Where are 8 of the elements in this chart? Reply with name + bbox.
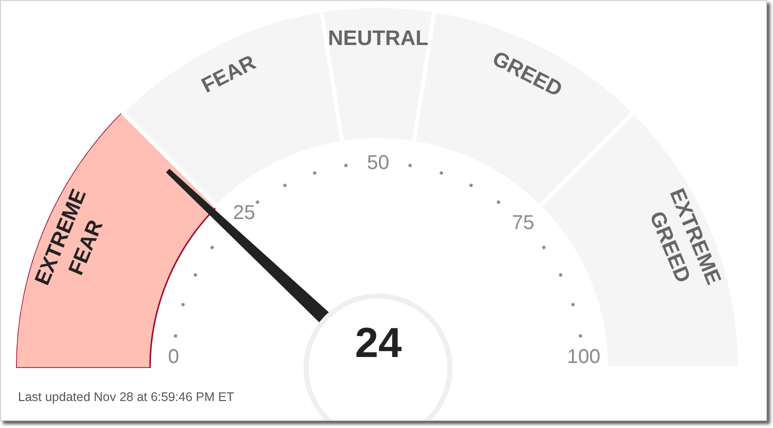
text: 25 (233, 202, 256, 224)
slice-label: NEUTRAL (328, 27, 428, 50)
text: 0 (168, 346, 180, 368)
text: 50 (367, 152, 390, 174)
text: Last updated Nov 28 at 6:59:46 PM ET (18, 390, 234, 404)
text: 100 (567, 346, 600, 368)
text: 24 (355, 319, 402, 366)
text: 75 (512, 212, 534, 234)
